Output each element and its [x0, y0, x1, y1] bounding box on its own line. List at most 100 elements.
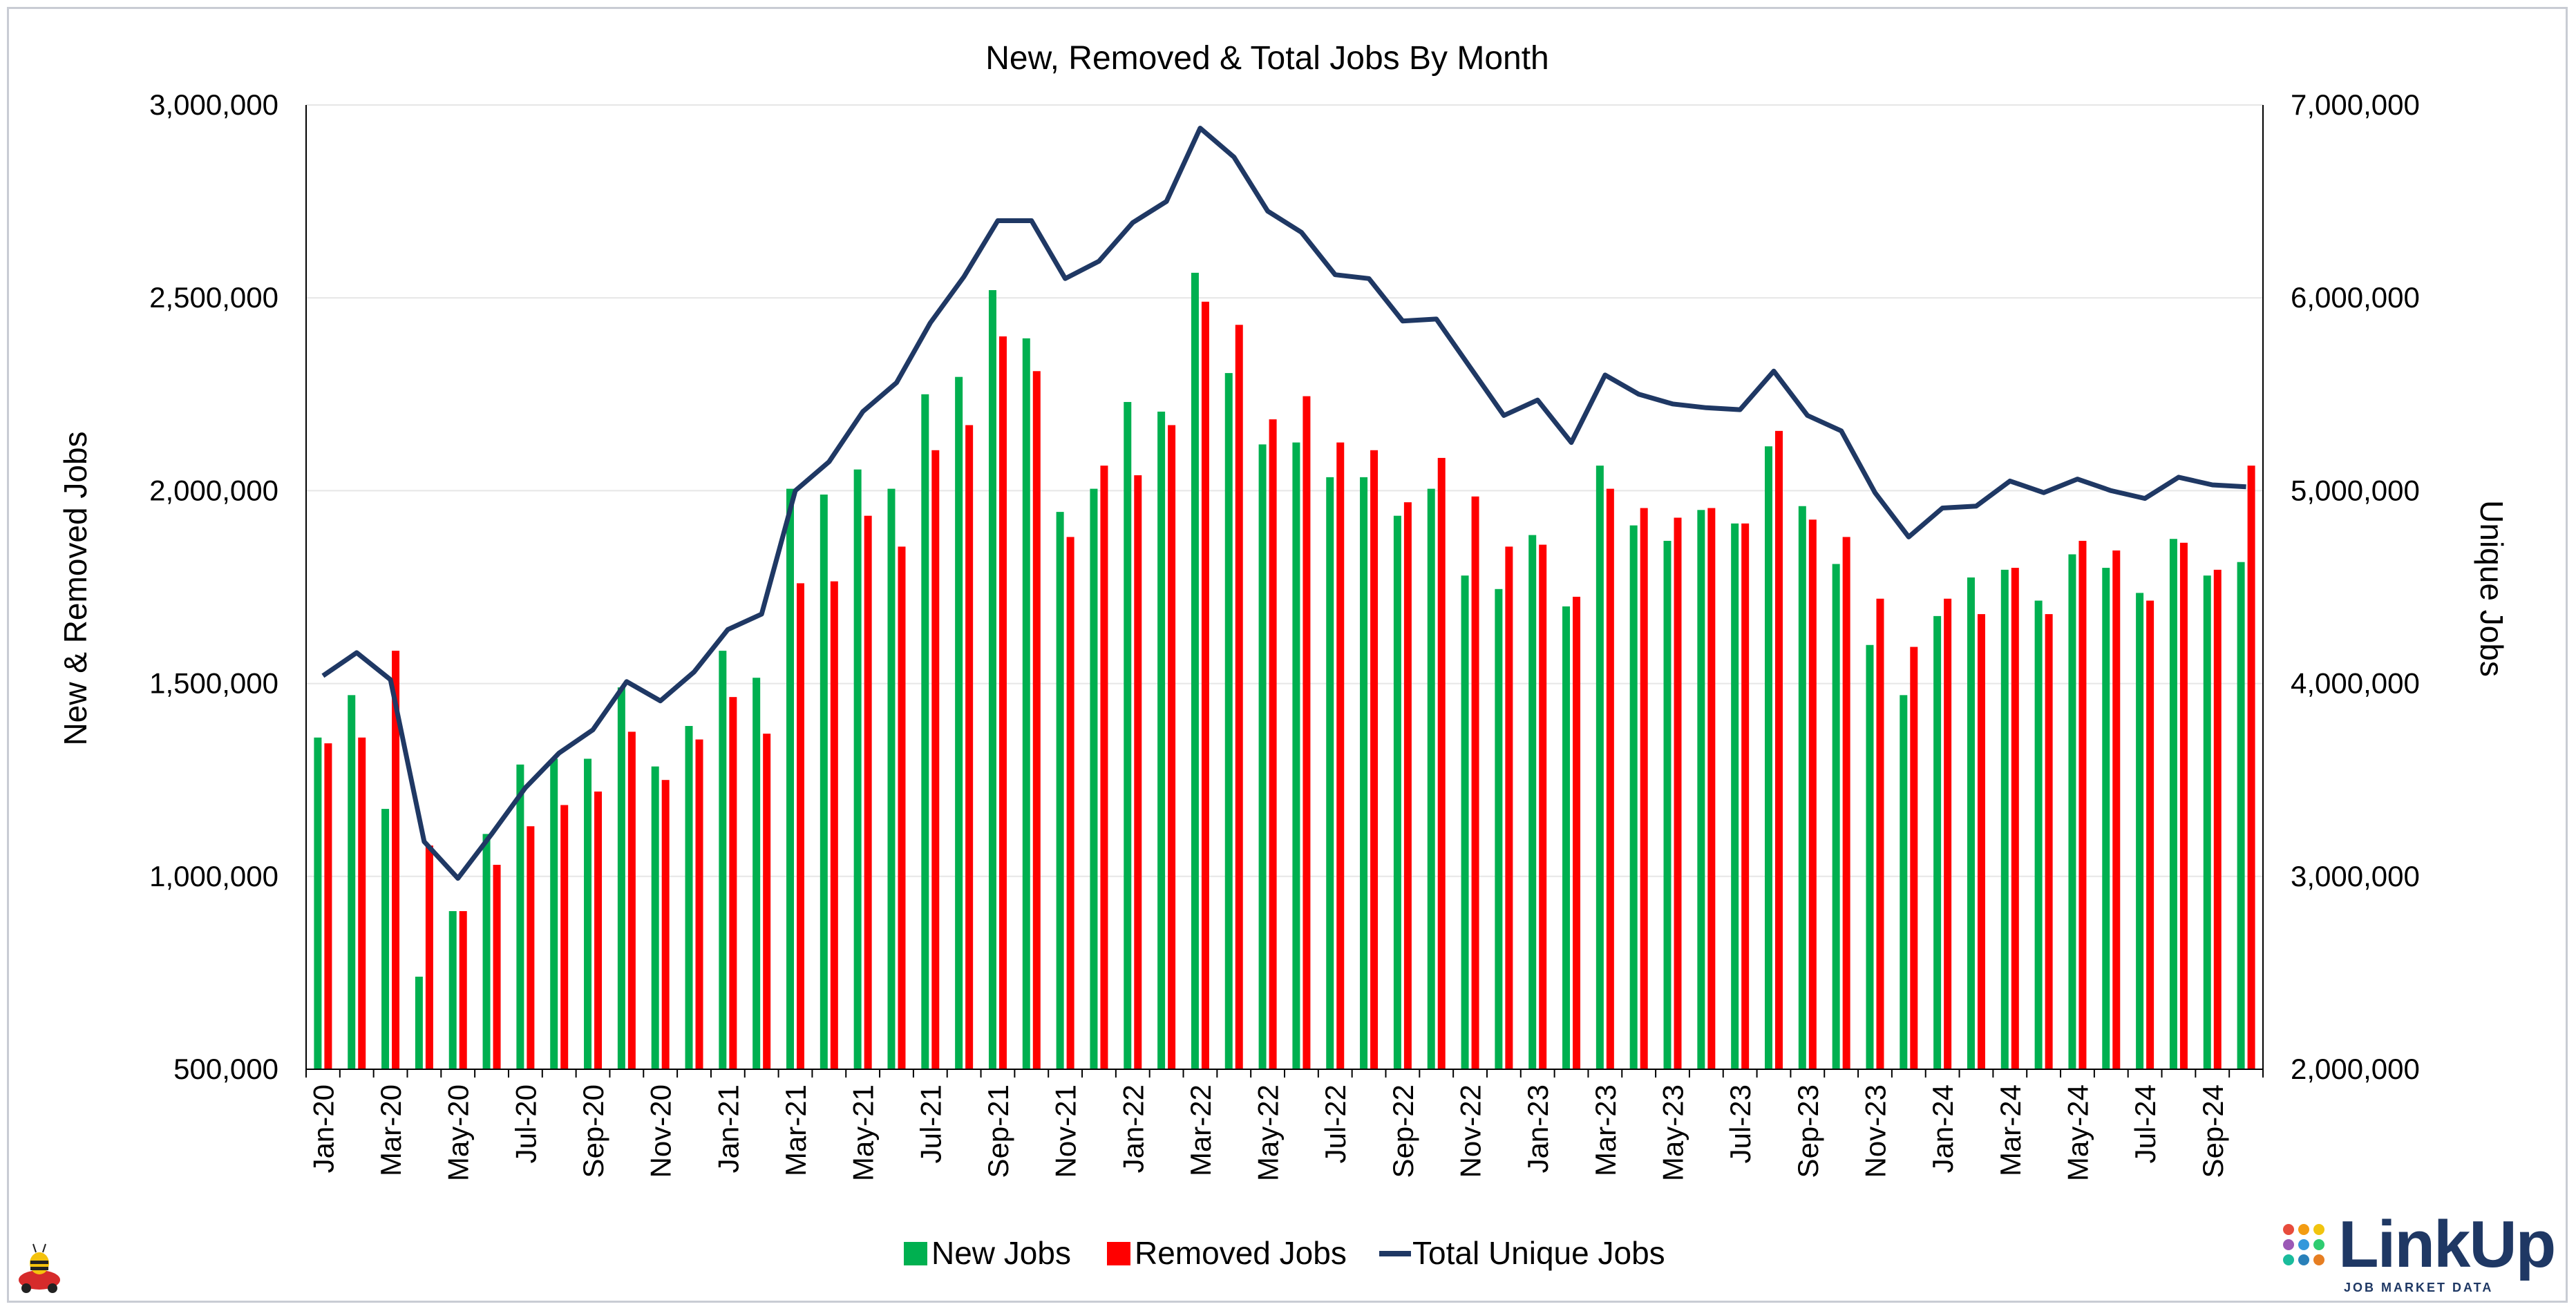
new-jobs-bar [1157, 411, 1166, 1069]
x-tick-label: May-24 [2061, 1084, 2094, 1181]
removed-jobs-bar [1640, 508, 1648, 1069]
new-jobs-bar [2169, 539, 2177, 1069]
removed-jobs-bar [1573, 596, 1581, 1069]
removed-jobs-bar [797, 583, 804, 1069]
removed-jobs-bar [1168, 425, 1176, 1069]
new-jobs-bar [853, 469, 862, 1069]
new-jobs-bar [617, 687, 625, 1069]
x-axis-ticks: Jan-20 Mar-20 May-20 Jul-20 Sep-20 Nov-20 Jan-… [307, 1084, 2228, 1181]
removed-jobs-bar [2146, 600, 2154, 1069]
removed-jobs-bar [1437, 457, 1446, 1069]
removed-jobs-bar [695, 739, 703, 1069]
new-jobs-bar [1090, 488, 1098, 1069]
legend-new-jobs-swatch [904, 1242, 927, 1265]
new-jobs-bar [1427, 488, 1435, 1069]
x-tick-label: Nov-20 [645, 1084, 677, 1178]
new-jobs-bar [448, 911, 457, 1069]
new-jobs-bar [955, 376, 963, 1069]
removed-jobs-bar [1977, 614, 1985, 1069]
legend-total-unique-label: Total Unique Jobs [1412, 1235, 1665, 1271]
removed-jobs-bar [1100, 466, 1108, 1069]
new-jobs-bar [1360, 477, 1368, 1069]
removed-jobs-bar [998, 336, 1007, 1069]
new-jobs-bar [651, 766, 659, 1069]
x-tick-label: Sep-20 [577, 1084, 609, 1178]
y-tick-label: 3,000,000 [149, 88, 278, 121]
new-jobs-bar [2203, 575, 2211, 1069]
removed-jobs-bar [1032, 371, 1041, 1069]
x-tick-label: Mar-23 [1589, 1084, 1622, 1176]
x-tick-label: Sep-24 [2197, 1084, 2229, 1178]
removed-jobs-bar [2213, 569, 2222, 1069]
new-jobs-bar [1292, 442, 1300, 1069]
removed-jobs-bar [2112, 550, 2121, 1069]
removed-jobs-bar [459, 911, 467, 1069]
y2-tick-label: 2,000,000 [2291, 1053, 2420, 1085]
removed-jobs-bar [830, 581, 838, 1069]
removed-jobs-bar [2078, 540, 2087, 1069]
x-tick-label: May-22 [1252, 1084, 1285, 1181]
x-tick-label: Jul-23 [1724, 1084, 1756, 1163]
removed-jobs-bar [392, 651, 400, 1069]
y2-axis-label: Unique Jobs [2474, 500, 2510, 677]
axes [305, 105, 2264, 1078]
new-jobs-bar [1461, 575, 1469, 1069]
new-jobs-bar [1022, 338, 1030, 1069]
y-tick-label: 1,500,000 [149, 667, 278, 700]
x-tick-label: Mar-22 [1184, 1084, 1217, 1176]
new-jobs-bar [1900, 695, 1908, 1069]
removed-jobs-bar [763, 734, 771, 1069]
x-tick-label: Sep-21 [982, 1084, 1014, 1178]
new-jobs-bar [314, 737, 322, 1069]
new-jobs-bar [2034, 600, 2043, 1069]
x-tick-label: Jul-20 [509, 1084, 542, 1163]
x-tick-label: Sep-22 [1387, 1084, 1419, 1178]
removed-jobs-bar [1471, 496, 1479, 1069]
y-tick-label: 2,500,000 [149, 281, 278, 314]
new-jobs-bar [1595, 466, 1604, 1069]
removed-jobs-bar [1910, 647, 1918, 1069]
new-jobs-bar [988, 290, 996, 1070]
x-tick-label: Jul-21 [914, 1084, 947, 1163]
new-jobs-bar [719, 651, 727, 1069]
removed-jobs-bar [965, 425, 974, 1069]
removed-jobs-bar [2247, 466, 2255, 1069]
linkup-logo: LinkUp JOB MARKET DATA [2280, 1212, 2556, 1297]
left-axis-ticks: 500,000 1,000,000 1,500,000 2,000,000 2,500,… [149, 88, 278, 1085]
right-axis-ticks: 2,000,000 3,000,000 4,000,000 5,000,000 6,00… [2291, 88, 2420, 1085]
x-tick-label: Jul-22 [1319, 1084, 1352, 1163]
x-tick-label: Nov-21 [1050, 1084, 1082, 1178]
new-jobs-bar [1933, 615, 1942, 1069]
y2-tick-label: 6,000,000 [2291, 281, 2420, 314]
new-jobs-bar [482, 834, 491, 1069]
x-tick-label: Jan-22 [1117, 1084, 1149, 1173]
removed-jobs-bar [1674, 517, 1682, 1069]
legend-removed-jobs-label: Removed Jobs [1135, 1235, 1347, 1271]
removed-jobs-bar [2045, 614, 2053, 1069]
legend-removed-jobs-swatch [1107, 1242, 1130, 1265]
x-tick-label: May-23 [1657, 1084, 1689, 1181]
x-tick-label: Mar-24 [1994, 1084, 2027, 1176]
new-jobs-bar [786, 488, 794, 1069]
removed-jobs-bar [1876, 598, 1884, 1069]
new-jobs-bar [2000, 569, 2009, 1069]
removed-jobs-bar [560, 805, 569, 1069]
logo-wordmark: LinkUp [2338, 1207, 2556, 1281]
y2-tick-label: 3,000,000 [2291, 860, 2420, 892]
new-jobs-bar [921, 394, 929, 1069]
removed-jobs-bar [1235, 325, 1243, 1070]
new-jobs-bar [1056, 512, 1064, 1069]
new-jobs-bar [550, 758, 558, 1069]
removed-jobs-bar [1539, 544, 1547, 1069]
new-jobs-bar [1765, 446, 1772, 1069]
removed-jobs-bar [1808, 519, 1817, 1069]
removed-jobs-bar [2011, 568, 2019, 1069]
removed-jobs-bar [1303, 396, 1311, 1069]
removed-jobs-bar [358, 737, 366, 1069]
x-tick-label: Jan-20 [307, 1084, 339, 1173]
removed-jobs-bar [1707, 508, 1716, 1069]
new-jobs-bar [1224, 373, 1233, 1069]
bar-series [314, 272, 2255, 1070]
removed-jobs-bar [425, 845, 433, 1069]
